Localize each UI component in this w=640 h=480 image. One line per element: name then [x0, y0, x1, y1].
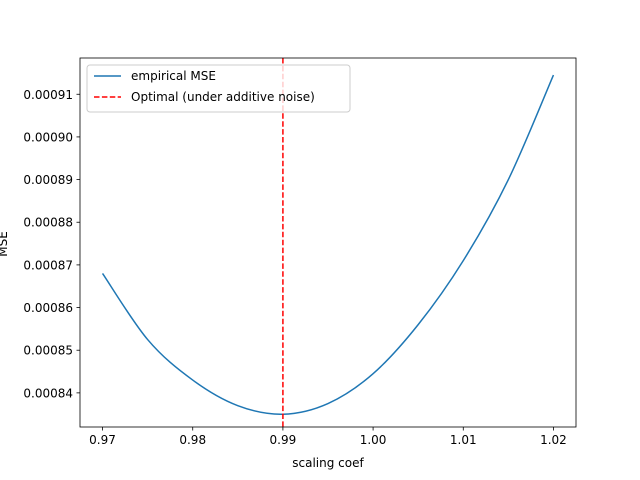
y-tick-label: 0.00090: [23, 130, 73, 144]
series-line-empirical-mse: [101, 74, 555, 415]
y-tick-label: 0.00088: [23, 216, 73, 230]
legend-label-empirical-mse: empirical MSE: [131, 69, 216, 83]
data-point: [553, 75, 554, 76]
y-tick-label: 0.00087: [23, 258, 73, 272]
x-tick-label: 1.02: [540, 433, 567, 447]
y-tick-label: 0.00091: [23, 88, 73, 102]
data-point: [328, 403, 329, 404]
y-tick-label: 0.00085: [23, 344, 73, 358]
data-point: [418, 324, 419, 325]
y-tick-label: 0.00086: [23, 301, 73, 315]
x-tick-label: 1.01: [450, 433, 477, 447]
y-axis-label: MSE: [0, 231, 10, 257]
legend: empirical MSE Optimal (under additive no…: [86, 64, 351, 113]
data-point: [508, 179, 509, 180]
x-tick-label: 0.99: [270, 433, 297, 447]
data-point: [463, 260, 464, 261]
x-axis: 0.97 0.98 0.99 1.00 1.01 1.02: [89, 427, 567, 447]
y-axis: 0.00084 0.00085 0.00086 0.00087 0.00088 0.000…: [23, 88, 80, 400]
x-axis-label: scaling coef: [292, 456, 364, 470]
y-tick-label: 0.00084: [23, 386, 73, 400]
x-tick-label: 0.98: [179, 433, 206, 447]
x-tick-label: 1.00: [360, 433, 387, 447]
axes-frame: [79, 57, 577, 428]
data-point: [237, 405, 238, 406]
legend-frame: [86, 64, 351, 113]
legend-label-optimal: Optimal (under additive noise): [131, 90, 315, 104]
y-tick-label: 0.00089: [23, 173, 73, 187]
data-point: [373, 373, 374, 374]
data-point: [192, 380, 193, 381]
data-point: [102, 273, 103, 274]
plot-area: [79, 57, 577, 428]
x-tick-label: 0.97: [89, 433, 116, 447]
data-point: [147, 339, 148, 340]
